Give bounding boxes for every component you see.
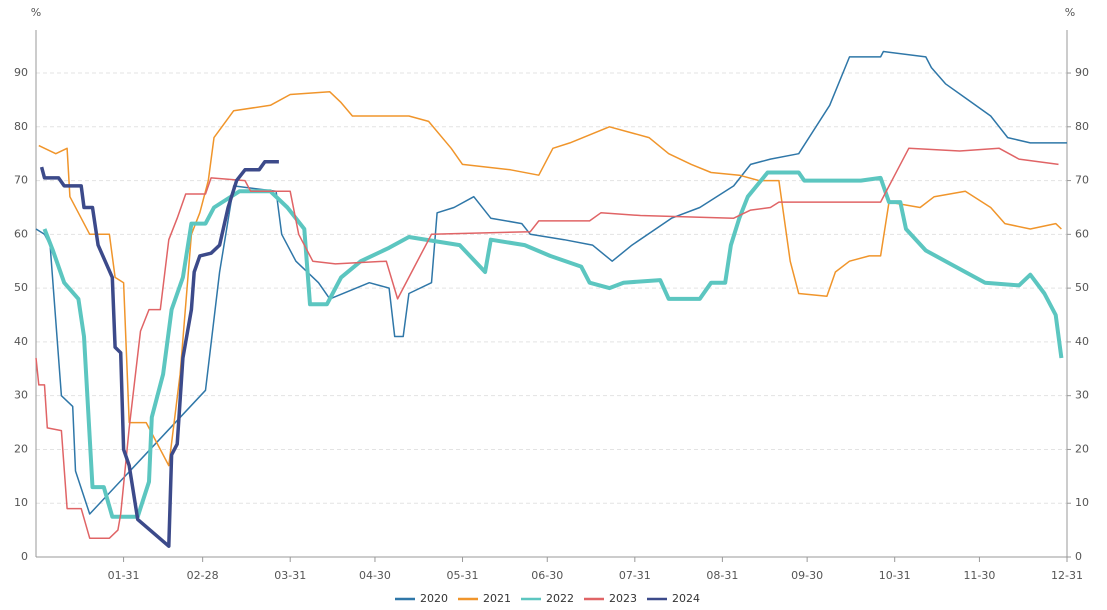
x-tick-label: 02-28 xyxy=(187,569,219,582)
y-tick-label: 60 xyxy=(14,227,28,240)
y-tick-label: 40 xyxy=(14,335,28,348)
series-line xyxy=(35,147,1059,539)
y-tick-label: 0 xyxy=(21,550,28,563)
y2-tick-label: 30 xyxy=(1075,389,1089,402)
x-tick-label: 11-30 xyxy=(963,569,995,582)
x-tick-label: 10-31 xyxy=(879,569,911,582)
legend-label: 2022 xyxy=(546,592,574,605)
y2-tick-label: 80 xyxy=(1075,120,1089,133)
y-unit: % xyxy=(31,6,41,19)
series-line xyxy=(39,160,279,548)
x-tick-label: 08-31 xyxy=(706,569,738,582)
x-tick-label: 01-31 xyxy=(108,569,140,582)
y2-tick-label: 20 xyxy=(1075,442,1089,455)
x-tick-label: 03-31 xyxy=(274,569,306,582)
legend-label: 2021 xyxy=(483,592,511,605)
y-tick-label: 80 xyxy=(14,120,28,133)
y2-tick-label: 70 xyxy=(1075,174,1089,187)
x-tick-label: 12-31 xyxy=(1051,569,1083,582)
legend-label: 2024 xyxy=(672,592,700,605)
y-tick-label: 90 xyxy=(14,66,28,79)
y2-unit: % xyxy=(1065,6,1075,19)
x-tick-label: 06-30 xyxy=(531,569,563,582)
series-line xyxy=(35,50,1067,515)
series-line xyxy=(42,170,1064,519)
y2-tick-label: 50 xyxy=(1075,281,1089,294)
y2-tick-label: 0 xyxy=(1075,550,1082,563)
x-tick-label: 05-31 xyxy=(447,569,479,582)
x-tick-label: 09-30 xyxy=(791,569,823,582)
x-tick-label: 07-31 xyxy=(619,569,651,582)
y2-tick-label: 60 xyxy=(1075,227,1089,240)
y-tick-label: 50 xyxy=(14,281,28,294)
y-tick-label: 20 xyxy=(14,442,28,455)
y2-tick-label: 90 xyxy=(1075,66,1089,79)
y-tick-label: 30 xyxy=(14,389,28,402)
legend-label: 2023 xyxy=(609,592,637,605)
y2-tick-label: 40 xyxy=(1075,335,1089,348)
y2-tick-label: 10 xyxy=(1075,496,1089,509)
y-tick-label: 70 xyxy=(14,174,28,187)
series-line xyxy=(38,91,1062,467)
x-tick-label: 04-30 xyxy=(359,569,391,582)
legend-label: 2020 xyxy=(420,592,448,605)
y-tick-label: 10 xyxy=(14,496,28,509)
